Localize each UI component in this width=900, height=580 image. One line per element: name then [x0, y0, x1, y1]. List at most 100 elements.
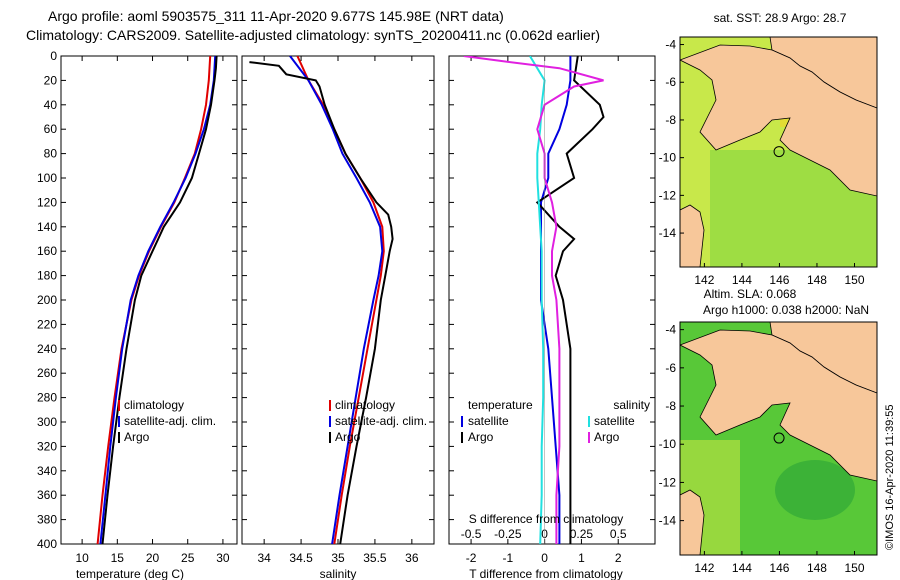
legend-argo: Argo: [335, 430, 361, 444]
temperature-axes: [60, 55, 238, 545]
temperature-xlabel: temperature (deg C): [76, 567, 184, 580]
salinity-xlabel: salinity: [320, 567, 357, 580]
x-tick-label: 20: [146, 551, 160, 565]
y-tick-label: 140: [37, 220, 57, 234]
y-tick-label: 40: [44, 98, 58, 112]
legend-s-argo: Argo: [594, 430, 620, 444]
y-tick-label: 320: [37, 439, 57, 453]
temperature-series-group: [96, 56, 218, 544]
map-sst: [680, 37, 877, 267]
x-tick-label: 34: [257, 551, 271, 565]
differences-series-group: [463, 56, 605, 544]
map-sla-land-png: [680, 329, 877, 482]
x-tick-label: 1: [578, 551, 585, 565]
legend-argo: Argo: [124, 430, 150, 444]
x2-tick-label: 0.5: [610, 527, 627, 541]
y-tick-label: 280: [37, 391, 57, 405]
y-tick-label: 360: [37, 488, 57, 502]
map-sla-title-1: Altim. SLA: 0.068: [704, 287, 797, 301]
y-tick-label: 400: [37, 537, 57, 551]
legend-climatology: climatology: [124, 398, 184, 412]
x-tick-label: 15: [111, 551, 125, 565]
map-y-tick-label: -10: [659, 437, 677, 451]
map-y-tick-label: -12: [659, 188, 677, 202]
map-y-tick-label: -10: [659, 151, 677, 165]
temperature-legend: climatology satellite-adj. clim. Argo: [118, 398, 216, 444]
x-tick-label: 35.5: [363, 551, 387, 565]
y-tick-label: 60: [44, 122, 58, 136]
legend-satellite: satellite-adj. clim.: [335, 414, 427, 428]
map-sst-frame: [679, 36, 878, 268]
map-sst-ticks: 142 144 146 148 150 -4 -6 -8 -10 -12 -14: [659, 38, 865, 287]
map-x-tick-label: 150: [844, 273, 864, 287]
x-tick-label: 25: [181, 551, 195, 565]
map-x-tick-label: 150: [844, 561, 864, 575]
y-tick-label: 120: [37, 195, 57, 209]
map-sla-land-australia: [680, 489, 705, 555]
map-y-tick-label: -4: [665, 38, 676, 52]
map-x-tick-label: 142: [694, 273, 714, 287]
map-x-tick-label: 148: [807, 273, 827, 287]
legend-t-satellite: satellite: [468, 414, 509, 428]
map-sla-ticks: 142 144 146 148 150 -4 -6 -8 -10 -12 -14: [659, 323, 865, 575]
map-x-tick-label: 148: [807, 561, 827, 575]
y-tick-label: 240: [37, 342, 57, 356]
legend-climatology: climatology: [335, 398, 395, 412]
y-tick-label: 220: [37, 317, 57, 331]
salinity-axes: [241, 55, 435, 545]
imos-footer: ©IMOS 16-Apr-2020 11:39:55: [884, 405, 896, 550]
y-tick-label: 180: [37, 269, 57, 283]
differences-line-t-argo: [535, 56, 605, 544]
x-tick-label: 36: [405, 551, 419, 565]
map-y-tick-label: -12: [659, 475, 677, 489]
map-sla-argo-marker: [773, 432, 785, 444]
map-sst-argo-marker: [773, 146, 785, 158]
temperature-line-argo: [101, 56, 218, 544]
x-tick-label: -2: [466, 551, 477, 565]
y-tick-label: 260: [37, 366, 57, 380]
map-sst-land-australia: [680, 204, 705, 267]
map-sst-land-png: [680, 44, 877, 197]
x2-tick-label: -0.25: [494, 527, 522, 541]
y-tick-label: 20: [44, 73, 58, 87]
x-tick-label: 35: [331, 551, 345, 565]
difference-legend: temperature satellite Argo salinity sate…: [461, 398, 650, 444]
map-sla-low-patch: [775, 460, 855, 520]
x2-tick-label: 0.25: [570, 527, 594, 541]
legend-satellite: satellite-adj. clim.: [124, 414, 216, 428]
salinity-line-climatology: [296, 56, 385, 544]
x-tick-label: 2: [615, 551, 622, 565]
x-tick-label: 30: [216, 551, 230, 565]
series-layer: [96, 56, 605, 544]
map-y-tick-label: -4: [665, 323, 676, 337]
map-sla-frame: [679, 321, 878, 556]
y-tick-label: 200: [37, 293, 57, 307]
map-x-tick-label: 144: [732, 273, 752, 287]
tick-layer: 0204060801001201401601802002202402602803…: [37, 49, 655, 565]
map-y-tick-label: -8: [665, 399, 676, 413]
map-x-tick-label: 142: [694, 561, 714, 575]
y-tick-label: 300: [37, 415, 57, 429]
map-y-tick-label: -14: [659, 514, 677, 528]
temperature-line-climatology: [96, 56, 212, 544]
salinity-series-group: [249, 56, 394, 544]
legend-t-argo: Argo: [468, 430, 494, 444]
salinity-line-satellite-adj-clim-: [289, 56, 384, 544]
x-tick-label: -1: [503, 551, 514, 565]
title-line-2: Climatology: CARS2009. Satellite-adjuste…: [26, 27, 600, 43]
tdiff-xlabel: T difference from climatology: [469, 567, 623, 580]
map-y-tick-label: -6: [665, 75, 676, 89]
sdiff-xlabel: S difference from climatology: [469, 512, 624, 526]
map-x-tick-label: 146: [769, 561, 789, 575]
salinity-legend: climatology satellite-adj. clim. Argo: [329, 398, 427, 444]
map-x-tick-label: 146: [769, 273, 789, 287]
legend-s-satellite: satellite: [594, 414, 635, 428]
differences-line-s-argo: [463, 56, 604, 544]
map-y-tick-label: -6: [665, 361, 676, 375]
map-sst-title: sat. SST: 28.9 Argo: 28.7: [714, 11, 847, 25]
y-tick-label: 160: [37, 244, 57, 258]
x-tick-label: 34.5: [289, 551, 313, 565]
map-y-tick-label: -14: [659, 226, 677, 240]
x2-tick-label: -0.5: [461, 527, 482, 541]
